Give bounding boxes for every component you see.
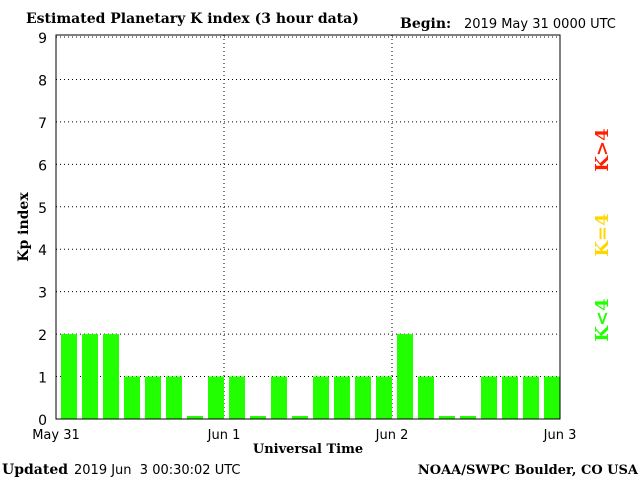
updated-value: 2019 Jun 3 00:30:02 UTC [74, 463, 241, 478]
y-tick-label: 9 [38, 31, 47, 47]
x-tick-label: May 31 [32, 428, 80, 443]
kp-bar [313, 376, 329, 419]
kp-bar [523, 376, 539, 419]
x-tick-label: Jun 3 [543, 428, 577, 443]
kp-bar [208, 376, 224, 419]
kp-bar [397, 334, 413, 419]
source-label: NOAA/SWPC Boulder, CO USA [418, 463, 639, 478]
x-ticks: May 31 Jun 1 Jun 2 Jun 3 [32, 428, 576, 443]
kp-bar [124, 376, 140, 419]
kp-bar [544, 376, 560, 419]
y-tick-label: 6 [38, 158, 47, 174]
kp-bar [439, 416, 455, 419]
kp-bar [61, 334, 77, 419]
kp-bar [229, 376, 245, 419]
kp-bar [292, 416, 308, 419]
x-tick-label: Jun 2 [375, 428, 409, 443]
kp-bar [271, 376, 287, 419]
kp-bar [376, 376, 392, 419]
legend-item: K=4 [592, 213, 613, 256]
kp-bar [187, 416, 203, 419]
kp-bar [103, 334, 119, 419]
kp-bar [460, 416, 476, 419]
grid [56, 35, 560, 419]
y-axis-label: Kp index [16, 192, 32, 262]
y-tick-label: 4 [38, 243, 47, 259]
y-tick-label: 7 [38, 116, 47, 132]
kp-bar [166, 376, 182, 419]
bars [61, 334, 560, 419]
y-tick-label: 5 [38, 201, 47, 217]
kp-bar [355, 376, 371, 419]
y-tick-label: 0 [38, 413, 47, 429]
legend-item: K<4 [592, 298, 613, 341]
y-tick-label: 1 [38, 371, 47, 387]
updated-label: Updated [2, 462, 68, 478]
kp-bar [145, 376, 161, 419]
kp-bar [250, 416, 266, 419]
begin-label: Begin: [400, 16, 451, 32]
y-tick-label: 8 [38, 73, 47, 89]
chart-title: Estimated Planetary K index (3 hour data… [26, 11, 359, 27]
kp-bar [502, 376, 518, 419]
y-tick-label: 3 [38, 286, 47, 302]
kp-bar [334, 376, 350, 419]
x-axis-label: Universal Time [253, 442, 363, 457]
plot-frame [55, 34, 561, 420]
x-tick-label: Jun 1 [207, 428, 241, 443]
legend: K>4 K=4 K<4 [592, 128, 613, 341]
y-tick-label: 2 [38, 328, 47, 344]
y-ticks: 0 1 2 3 4 5 6 7 8 9 [38, 31, 47, 429]
begin-value: 2019 May 31 0000 UTC [464, 17, 616, 32]
kp-bar [82, 334, 98, 419]
kp-bar [481, 376, 497, 419]
kp-bar [418, 376, 434, 419]
legend-item: K>4 [592, 128, 613, 171]
